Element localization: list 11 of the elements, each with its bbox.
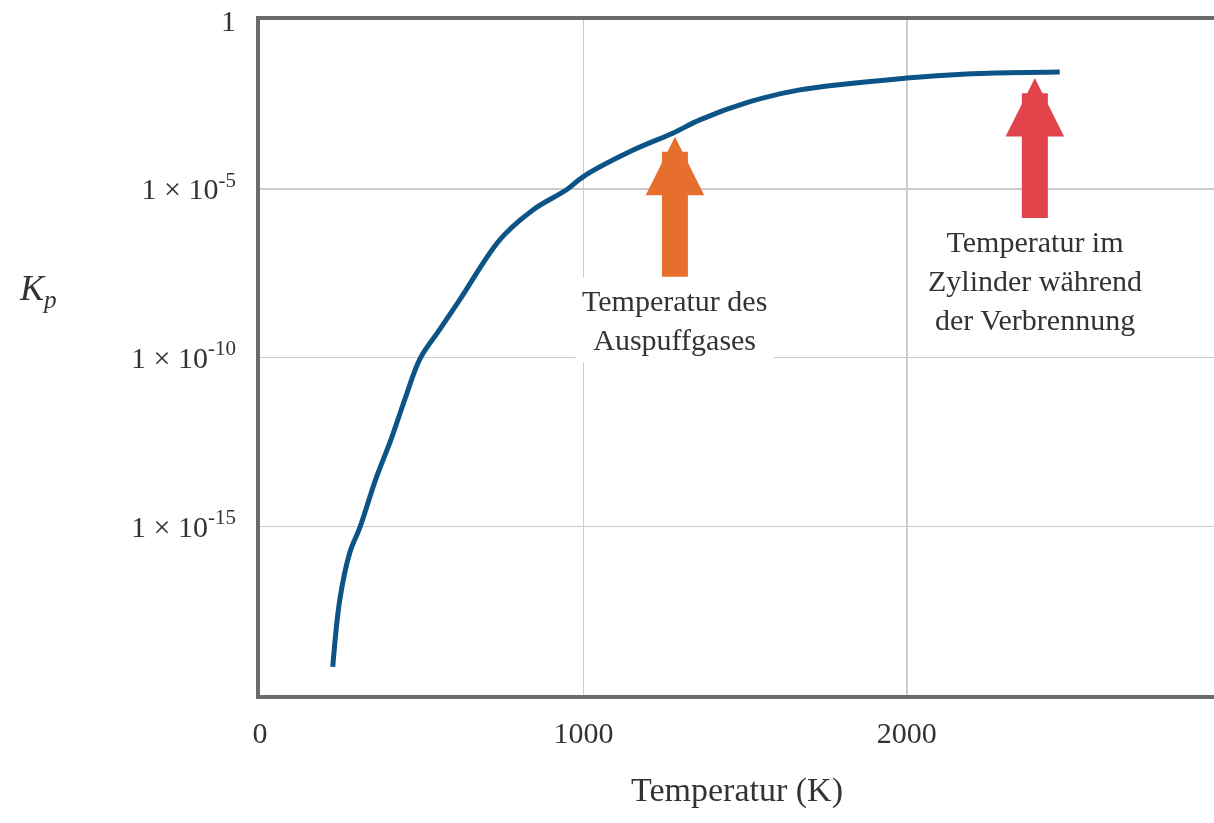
y-tick-label: 1 × 10$^{-10}$	[131, 336, 236, 374]
y-tick-label: 1 × 10$^{-15}$	[131, 505, 236, 543]
x-tick-label: 1000	[553, 716, 614, 749]
y-tick-label: 1	[221, 3, 236, 37]
x-axis-title: Temperatur (K)	[631, 770, 843, 809]
annotation: Temperatur im Zylinder während der Verbrennung	[928, 225, 1143, 336]
y-tick-label: 1 × 10$^{-5}$	[141, 167, 236, 206]
annotation: Temperatur des Auspuffgases	[582, 284, 768, 356]
x-tick-label: 2000	[876, 716, 937, 749]
x-tick-label: 0	[252, 716, 268, 749]
y-axis-title: K$_{p}$	[19, 268, 57, 313]
